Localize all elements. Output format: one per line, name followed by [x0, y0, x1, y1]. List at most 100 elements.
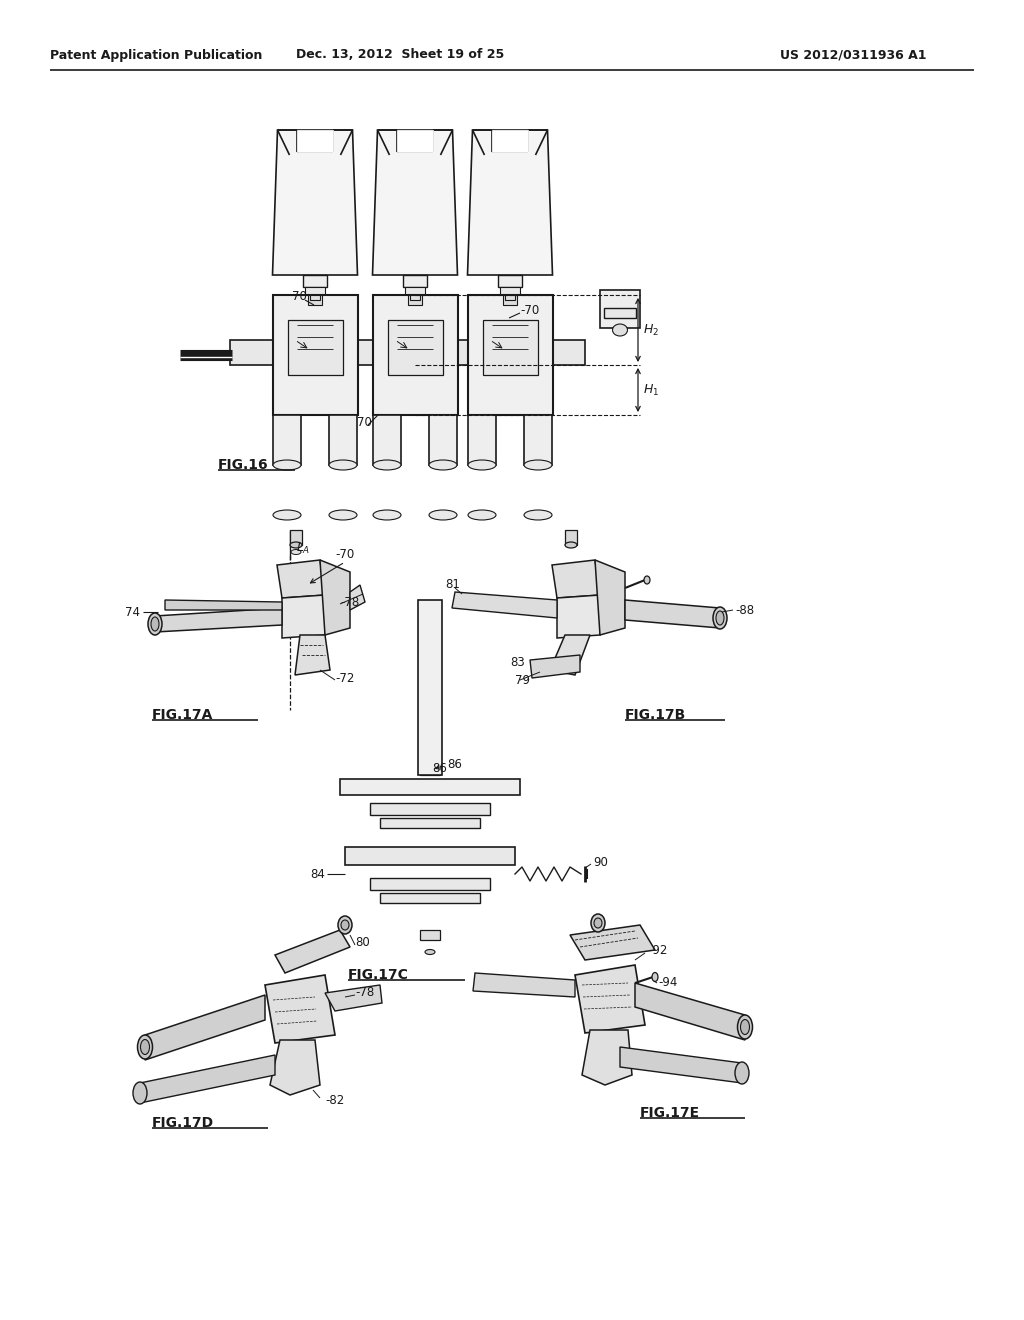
Polygon shape — [530, 655, 580, 678]
Polygon shape — [595, 560, 625, 635]
Ellipse shape — [341, 920, 349, 931]
Bar — [340, 779, 520, 795]
Text: 90: 90 — [593, 855, 608, 869]
Bar — [503, 294, 517, 305]
Text: FIG.17B: FIG.17B — [625, 708, 686, 722]
Ellipse shape — [524, 510, 552, 520]
Bar — [604, 308, 636, 318]
Bar — [380, 818, 480, 828]
Polygon shape — [350, 585, 365, 610]
Bar — [370, 803, 490, 814]
Text: 84: 84 — [310, 867, 325, 880]
Bar — [273, 414, 301, 465]
Ellipse shape — [425, 760, 435, 766]
Polygon shape — [468, 129, 553, 275]
Ellipse shape — [429, 459, 457, 470]
Bar — [600, 290, 640, 327]
Polygon shape — [319, 560, 350, 635]
Text: $L_A$: $L_A$ — [296, 540, 310, 556]
Bar — [468, 294, 553, 414]
Ellipse shape — [151, 616, 159, 631]
Polygon shape — [282, 595, 325, 638]
Bar — [403, 275, 427, 286]
Polygon shape — [140, 1055, 275, 1104]
Bar — [305, 286, 325, 294]
Bar — [420, 931, 440, 940]
Bar — [370, 878, 490, 890]
Text: 70: 70 — [292, 290, 307, 304]
Ellipse shape — [373, 510, 401, 520]
Bar — [429, 414, 457, 465]
Bar — [418, 601, 442, 775]
Ellipse shape — [716, 611, 724, 624]
Polygon shape — [272, 129, 357, 275]
Polygon shape — [275, 931, 350, 973]
Bar — [310, 294, 319, 300]
Ellipse shape — [291, 549, 301, 554]
Ellipse shape — [591, 913, 605, 932]
Bar — [303, 275, 327, 286]
Bar — [290, 531, 302, 545]
Ellipse shape — [735, 1063, 749, 1084]
Ellipse shape — [148, 612, 162, 635]
Text: -88: -88 — [735, 603, 754, 616]
Text: FIG.17E: FIG.17E — [640, 1106, 700, 1119]
Polygon shape — [557, 595, 600, 638]
Polygon shape — [295, 635, 330, 675]
Text: Dec. 13, 2012  Sheet 19 of 25: Dec. 13, 2012 Sheet 19 of 25 — [296, 49, 504, 62]
Polygon shape — [570, 925, 655, 960]
Bar — [345, 847, 515, 865]
Ellipse shape — [644, 576, 650, 583]
Polygon shape — [635, 983, 745, 1040]
Bar — [420, 766, 440, 775]
Ellipse shape — [713, 607, 727, 630]
Text: -78: -78 — [355, 986, 374, 999]
Ellipse shape — [468, 510, 496, 520]
Text: $H_1$: $H_1$ — [643, 383, 659, 397]
Ellipse shape — [273, 459, 301, 470]
Polygon shape — [492, 129, 528, 152]
Bar — [498, 275, 522, 286]
Bar — [524, 414, 552, 465]
Polygon shape — [270, 1040, 319, 1096]
Polygon shape — [582, 1030, 632, 1085]
Bar — [410, 294, 420, 300]
Ellipse shape — [133, 1082, 147, 1104]
Polygon shape — [452, 591, 557, 618]
Bar — [505, 294, 515, 300]
Bar — [482, 319, 538, 375]
Text: FIG.16: FIG.16 — [218, 458, 268, 473]
Text: -78: -78 — [340, 595, 359, 609]
Text: FIG.17C: FIG.17C — [348, 968, 409, 982]
Bar — [387, 319, 442, 375]
Text: -72: -72 — [335, 672, 354, 685]
Polygon shape — [473, 973, 575, 997]
Bar — [308, 294, 322, 305]
Bar — [468, 414, 496, 465]
Ellipse shape — [140, 1040, 150, 1055]
Bar — [565, 531, 577, 545]
Polygon shape — [625, 601, 720, 628]
Ellipse shape — [740, 1019, 750, 1035]
Text: 80: 80 — [355, 936, 370, 949]
Bar — [380, 894, 480, 903]
Polygon shape — [373, 129, 458, 275]
Text: -82: -82 — [325, 1093, 344, 1106]
Ellipse shape — [273, 510, 301, 520]
Ellipse shape — [594, 917, 602, 928]
Bar — [230, 341, 585, 366]
Text: 79: 79 — [515, 673, 530, 686]
Text: 86: 86 — [447, 758, 462, 771]
Polygon shape — [155, 609, 282, 632]
Polygon shape — [165, 601, 282, 610]
Bar — [424, 759, 436, 766]
Polygon shape — [550, 635, 590, 675]
Polygon shape — [575, 965, 645, 1034]
Text: 70: 70 — [357, 416, 372, 429]
Polygon shape — [620, 1047, 742, 1082]
Text: 83: 83 — [510, 656, 524, 668]
Bar — [272, 294, 357, 414]
Polygon shape — [552, 560, 600, 598]
Text: Patent Application Publication: Patent Application Publication — [50, 49, 262, 62]
Polygon shape — [145, 995, 265, 1060]
